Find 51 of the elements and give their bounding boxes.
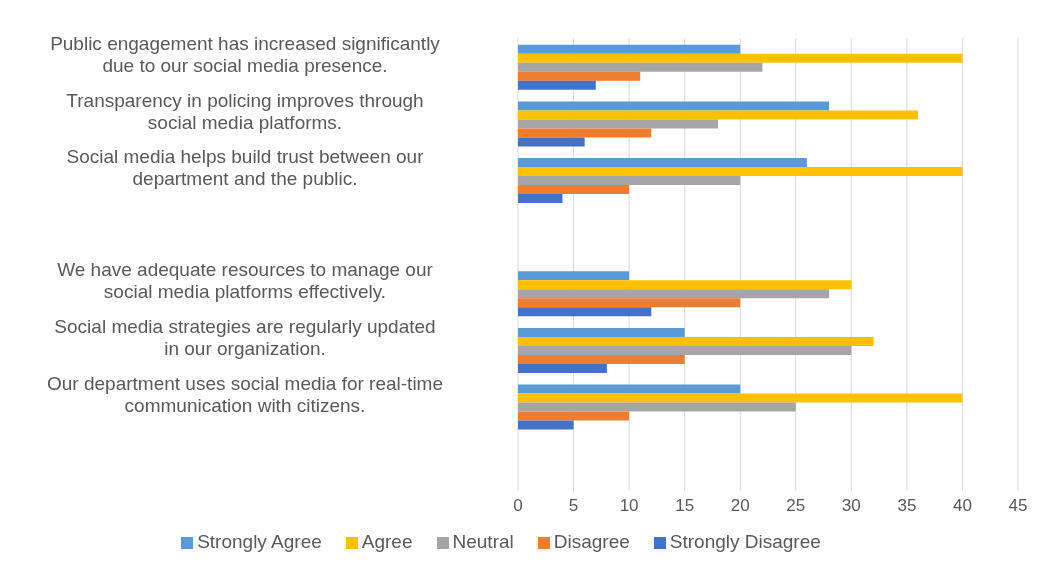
legend-label: Strongly Agree (197, 531, 322, 552)
y-tick-label: Social media strategies are regularly updated in our organization. (54, 316, 436, 360)
bar (518, 167, 963, 177)
bar (518, 110, 918, 120)
bar (518, 137, 585, 147)
bar (518, 44, 741, 54)
x-tick-label: 15 (675, 496, 695, 516)
bar (518, 363, 607, 373)
y-tick-label: We have adequate resources to manage our social media platforms effectively. (57, 259, 434, 303)
bar (518, 53, 963, 63)
x-tick-label: 45 (1008, 496, 1028, 516)
y-tick-label: Transparency in policing improves through social media platforms. (66, 89, 424, 133)
bar (518, 62, 763, 72)
bar (518, 271, 630, 281)
y-tick-label: Public engagement has increased significantly due to our social media presence. (50, 32, 441, 76)
bar (518, 420, 574, 430)
bar (518, 176, 741, 186)
bar (518, 194, 563, 204)
bar (518, 411, 630, 421)
bar (518, 298, 741, 308)
bar (518, 80, 596, 90)
bar (518, 280, 852, 290)
bar (518, 119, 718, 129)
bar (518, 327, 685, 337)
bar (518, 384, 741, 394)
bar (518, 402, 796, 412)
x-tick-label: 5 (568, 496, 579, 516)
bar (518, 345, 852, 355)
y-tick-label: Social media helps build trust between our department and the public. (66, 146, 425, 190)
bar (518, 101, 830, 111)
bar (518, 393, 963, 403)
bar (518, 336, 874, 346)
bar (518, 128, 652, 138)
x-tick-label: 30 (841, 496, 861, 516)
bar (518, 289, 830, 299)
legend-label: Agree (361, 531, 413, 552)
bar (518, 185, 630, 195)
bar (518, 71, 641, 81)
x-tick-label: 25 (786, 496, 806, 516)
bar (518, 307, 652, 317)
y-tick-label: Our department uses social media for real-time communication with citizens. (47, 372, 443, 416)
x-tick-label: 20 (730, 496, 750, 516)
x-tick-label: 35 (897, 496, 917, 516)
legend-label: Strongly Disagree (669, 531, 821, 552)
x-tick-label: 40 (952, 496, 972, 516)
x-tick-label: 10 (619, 496, 639, 516)
bar (518, 158, 807, 168)
legend-label: Disagree (553, 531, 630, 552)
bar (518, 354, 685, 364)
legend-label: Neutral (452, 531, 514, 552)
x-tick-label: 0 (513, 496, 523, 516)
